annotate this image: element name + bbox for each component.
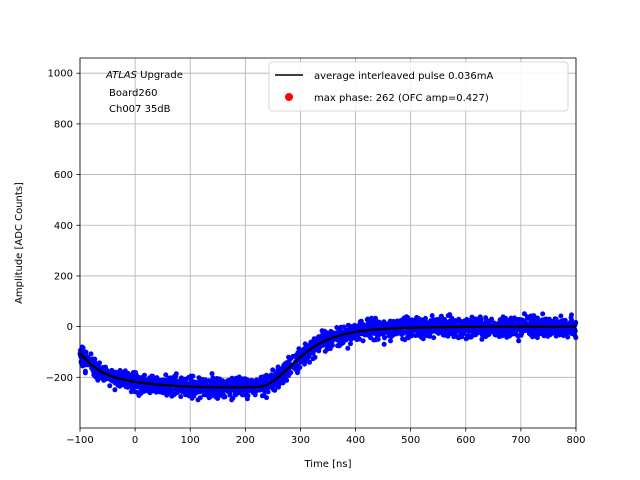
x-tick-label: −100 [66,435,93,446]
y-tick-label: 0 [67,322,73,333]
x-tick-label: 300 [291,435,310,446]
x-tick-label: 100 [181,435,200,446]
y-tick-label: 400 [54,221,73,232]
annotation: ATLAS Upgrade Board260 Ch007 35dB [105,70,183,115]
annotation-atlas: ATLAS [105,70,138,81]
y-tick-label: 600 [54,170,73,181]
y-tick-label: 200 [54,271,73,282]
x-tick-label: 400 [346,435,365,446]
legend-entry-average-pulse: average interleaved pulse 0.036mA [314,71,493,82]
series-lines [79,325,576,389]
y-tick-label: 1000 [48,69,73,80]
legend: average interleaved pulse 0.036mA max ph… [268,61,569,112]
x-axis-label: Time [ns] [303,459,351,470]
x-tick-label: 200 [236,435,255,446]
legend-entry-max-phase: max phase: 262 (OFC amp=0.427) [314,93,489,104]
legend-marker-swatch [285,93,293,101]
average-pulse-line [79,325,576,389]
x-tick-label: 500 [401,435,420,446]
y-axis-label: Amplitude [ADC Counts] [14,182,25,304]
legend-box [268,61,569,112]
y-tick-label: 800 [54,119,73,130]
x-tick-label: 0 [132,435,138,446]
y-tick-label: −200 [46,373,73,384]
scatter-samples [77,311,579,403]
tick-labels: −100 0 100 200 300 400 500 600 700 800 −200 0 200 400… [46,69,586,446]
annotation-line2: Board260 [109,88,157,99]
x-tick-label: 600 [456,435,475,446]
annotation-upgrade: Upgrade [137,70,183,81]
plot-frame [79,57,577,429]
tick-marks [76,72,577,432]
scatter-points [77,311,579,403]
x-tick-label: 800 [566,435,585,446]
annotation-line1: ATLAS Upgrade [105,70,183,81]
x-tick-label: 700 [511,435,530,446]
annotation-line3: Ch007 35dB [109,104,171,115]
